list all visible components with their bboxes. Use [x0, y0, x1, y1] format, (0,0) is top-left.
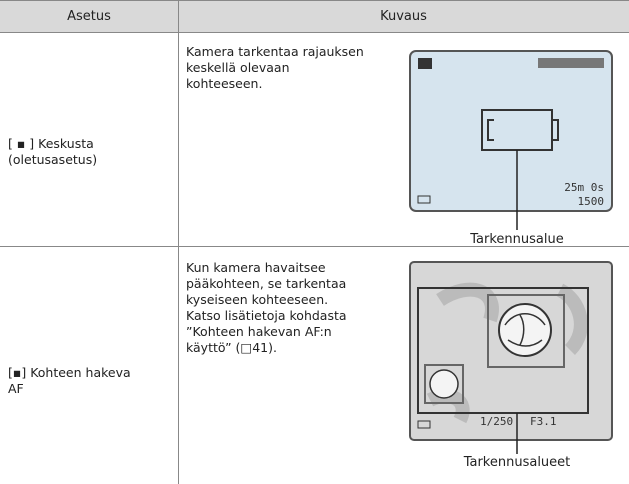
- description-text: Kun kamera havaitsee: [186, 260, 326, 275]
- screen-text: 1500: [578, 195, 605, 208]
- screen-text: F3.1: [530, 415, 557, 428]
- setting-text: [▪] Kohteen hakeva: [8, 365, 131, 380]
- image-label: Tarkennusalueet: [463, 455, 571, 470]
- camera-screen: [409, 50, 613, 230]
- header-cell: Asetus: [0, 0, 178, 33]
- screen-text: 1/250: [480, 415, 513, 428]
- description-text: keskellä olevaan: [186, 60, 290, 75]
- camera-screen: [409, 261, 613, 454]
- header-text: Asetus: [67, 9, 111, 24]
- description-text: käyttö” (□41).: [186, 340, 277, 355]
- description-text: Katso lisätietoja kohdasta: [186, 308, 347, 323]
- setting-text: [ ▪ ] Keskusta: [8, 136, 94, 151]
- description-text: pääkohteen, se tarkentaa: [186, 276, 347, 291]
- description-text: kyseiseen kohteeseen.: [186, 292, 329, 307]
- setting-text: (oletusasetus): [8, 152, 98, 167]
- screen-text: 25m 0s: [564, 181, 604, 194]
- image-label: Tarkennusalue: [470, 232, 564, 247]
- header-cell: Kuvaus: [178, 0, 629, 33]
- row-divider: [0, 246, 629, 247]
- description-text: kohteeseen.: [186, 76, 263, 91]
- setting-text: AF: [8, 381, 24, 396]
- header-text: Kuvaus: [380, 9, 427, 24]
- description-text: ”Kohteen hakevan AF:n: [186, 324, 332, 339]
- description-text: Kamera tarkentaa rajauksen: [186, 44, 364, 59]
- column-divider: [178, 0, 179, 484]
